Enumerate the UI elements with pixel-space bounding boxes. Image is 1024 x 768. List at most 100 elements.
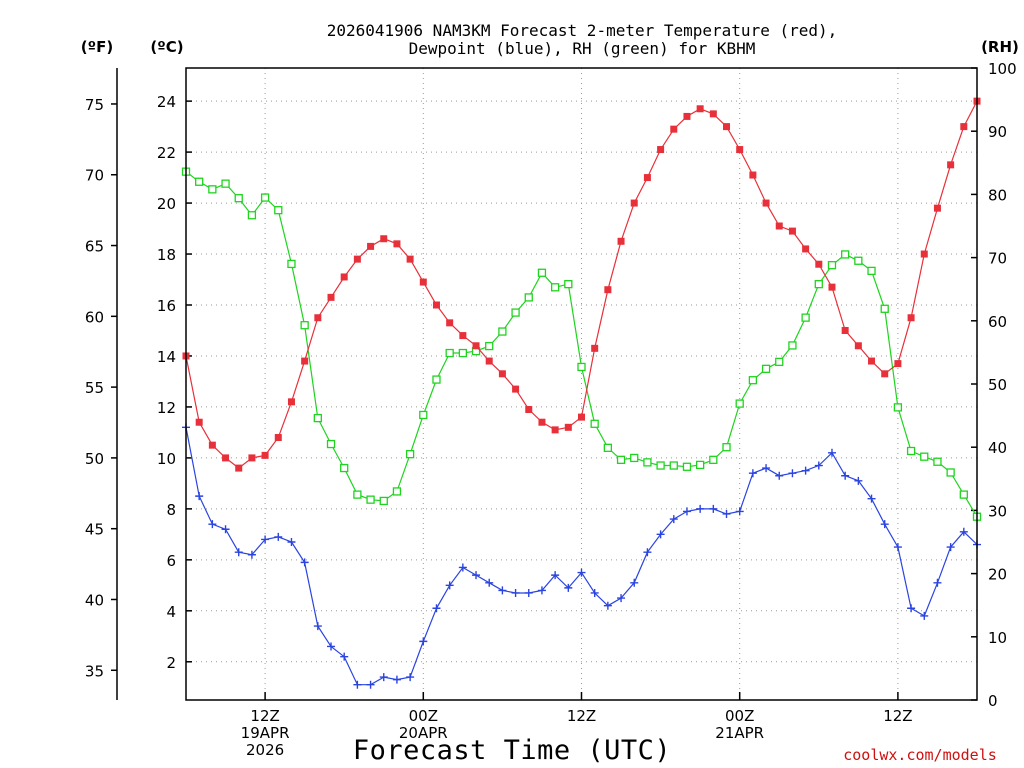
data-point (736, 146, 744, 154)
data-point (946, 543, 955, 552)
data-point (564, 279, 573, 289)
time-tick-label: 21APR (715, 724, 764, 742)
data-point (933, 457, 942, 466)
data-point (947, 161, 955, 169)
x-axis-title: Forecast Time (UTC) (353, 735, 671, 766)
data-point (537, 586, 546, 595)
celsius-tick-label: 12 (157, 399, 176, 417)
time-tick-label: 20APR (399, 724, 448, 742)
data-point (577, 568, 586, 577)
series-2-meter-temperature (182, 97, 981, 472)
data-point (841, 250, 850, 259)
data-point (880, 304, 889, 313)
data-point (868, 357, 876, 365)
data-point (445, 348, 454, 358)
data-point (669, 461, 678, 470)
data-point (379, 673, 388, 682)
data-point (867, 494, 876, 503)
data-point (788, 469, 797, 478)
data-point (274, 206, 283, 215)
rh-tick-label: 100 (988, 60, 1017, 78)
rh-tick-label: 80 (988, 186, 1007, 204)
data-point (590, 588, 599, 597)
data-point (353, 680, 362, 689)
data-point (340, 463, 349, 473)
data-point (498, 327, 507, 336)
data-point (380, 235, 388, 243)
data-point (893, 403, 903, 412)
time-tick-label: 12Z (883, 707, 912, 725)
plot-frame (185, 67, 978, 701)
data-point (221, 179, 230, 188)
data-point (682, 462, 692, 471)
data-point (946, 468, 955, 477)
data-point (907, 314, 915, 322)
data-point (748, 376, 758, 385)
series-layer (181, 97, 982, 689)
rh-tick-label: 70 (988, 250, 1007, 268)
data-point (195, 492, 204, 501)
time-tick-label: 00Z (409, 707, 438, 725)
data-point (195, 418, 203, 426)
data-point (472, 571, 481, 580)
data-point (643, 458, 652, 467)
data-point (353, 255, 361, 263)
data-point (867, 266, 876, 276)
data-point (709, 110, 717, 118)
data-point (300, 321, 309, 330)
data-point (326, 439, 336, 449)
fahrenheit-tick-label: 75 (85, 96, 104, 114)
celsius-tick-label: 22 (157, 144, 176, 162)
data-point (854, 476, 863, 485)
data-point (327, 642, 336, 651)
rh-tick-label: 90 (988, 123, 1007, 141)
fahrenheit-tick-label: 70 (85, 167, 104, 185)
data-point (260, 193, 270, 202)
data-point (591, 344, 599, 352)
fahrenheit-tick-label: 35 (85, 662, 104, 680)
data-point (287, 398, 295, 406)
data-point (814, 279, 823, 289)
data-point (313, 413, 322, 423)
series-rh (181, 167, 982, 521)
celsius-tick-label: 10 (157, 450, 176, 468)
data-point (458, 348, 468, 358)
data-point (696, 105, 704, 113)
rh-tick-label: 0 (988, 692, 998, 710)
data-point (366, 680, 375, 689)
data-point (630, 199, 638, 207)
data-point (261, 451, 269, 459)
data-point (432, 375, 441, 384)
data-point (235, 464, 243, 472)
data-point (907, 604, 916, 613)
data-point (537, 268, 547, 277)
time-tick-label: 00Z (725, 707, 754, 725)
data-point (709, 455, 718, 464)
data-point (656, 530, 665, 539)
data-point (432, 604, 441, 613)
series-line (185, 427, 978, 686)
data-point (657, 146, 665, 154)
rh-tick-label: 40 (988, 439, 1007, 457)
data-point (920, 250, 928, 258)
data-point (287, 538, 296, 546)
data-point (643, 174, 651, 182)
data-point (564, 583, 573, 592)
data-point (735, 507, 744, 516)
data-point (261, 535, 270, 544)
data-point (419, 410, 428, 420)
data-point (208, 441, 216, 449)
data-point (472, 342, 480, 350)
data-point (933, 204, 941, 212)
data-point (827, 448, 836, 457)
data-point (577, 362, 586, 372)
data-point (669, 515, 678, 524)
data-point (749, 171, 757, 179)
data-point (696, 504, 705, 513)
data-point (682, 507, 691, 516)
data-point (933, 578, 942, 587)
data-point (379, 496, 388, 506)
rh-tick-label: 30 (988, 502, 1007, 520)
